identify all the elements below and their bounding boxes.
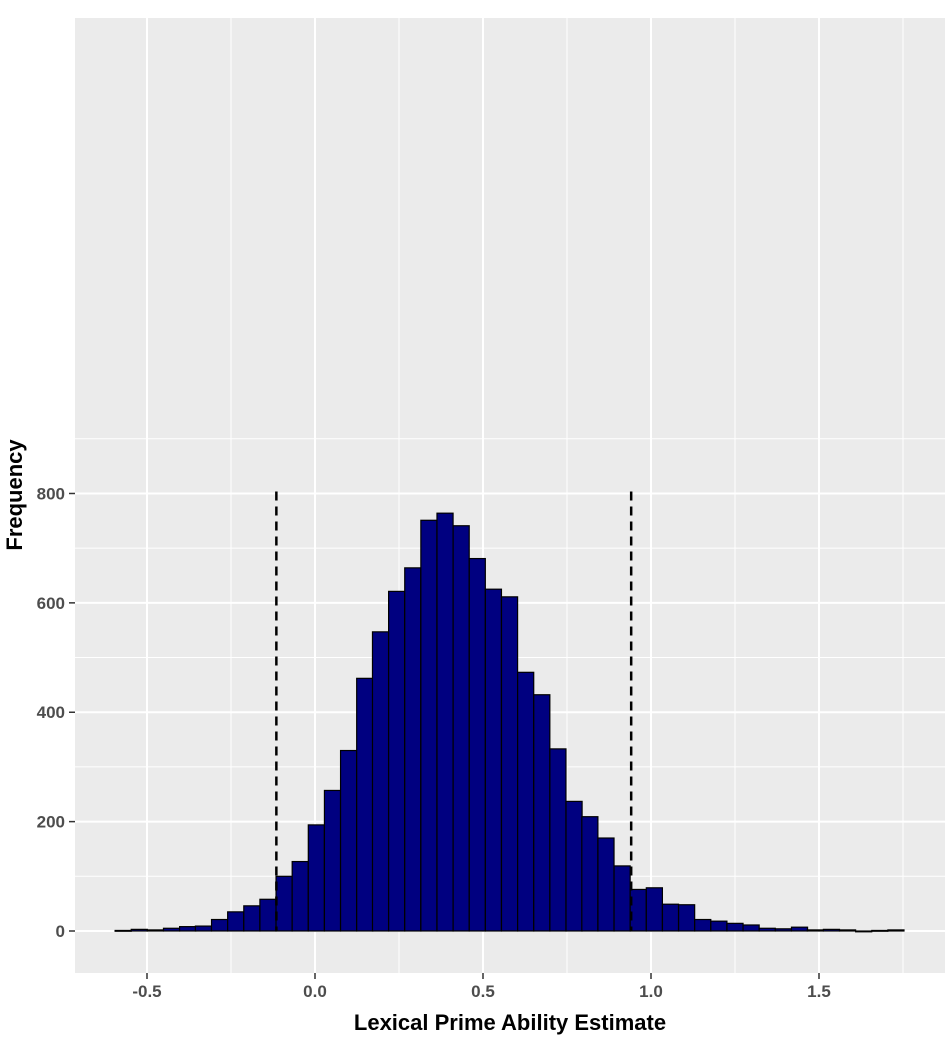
- histogram-bar: [742, 924, 760, 932]
- histogram-bar: [517, 671, 535, 932]
- histogram-bar: [726, 922, 744, 932]
- histogram-bar: [790, 926, 809, 932]
- histogram-bar: [146, 929, 165, 932]
- y-tick-label: 600: [37, 594, 65, 613]
- histogram-bar: [533, 694, 551, 932]
- histogram-bar: [774, 928, 793, 932]
- y-tick-label: 400: [37, 703, 65, 722]
- histogram-bar: [227, 911, 245, 932]
- histogram-bar: [114, 929, 132, 932]
- x-axis-ticks: -0.5 0.0 0.5 1.0 1.5: [132, 973, 831, 1001]
- histogram-bar: [871, 929, 889, 932]
- histogram-bar: [404, 567, 422, 932]
- histogram-bar: [371, 631, 390, 932]
- histogram-bar: [565, 800, 583, 932]
- y-tick-label: 200: [37, 813, 65, 832]
- histogram-bar: [838, 929, 857, 932]
- histogram-bar: [597, 837, 615, 932]
- histogram-bars: [114, 512, 905, 933]
- y-tick-label: 800: [37, 484, 65, 503]
- histogram-bar: [581, 816, 599, 932]
- histogram-bar: [339, 749, 358, 932]
- histogram-bar: [259, 898, 277, 932]
- histogram-bar: [549, 748, 567, 932]
- histogram-bar: [291, 860, 309, 932]
- histogram-bar: [275, 875, 293, 932]
- histogram-bar: [210, 918, 229, 932]
- histogram-bar: [629, 888, 647, 932]
- x-tick-label: 1.0: [639, 982, 663, 1001]
- histogram-bar: [307, 824, 325, 932]
- histogram-bar: [356, 677, 374, 932]
- x-tick-label: 1.5: [807, 982, 831, 1001]
- y-axis-title: Frequency: [2, 439, 27, 551]
- histogram-bar: [613, 865, 631, 932]
- histogram-bar: [806, 929, 824, 932]
- y-axis-ticks: 0 200 400 600 800: [37, 484, 75, 941]
- histogram-bar: [452, 525, 470, 932]
- histogram-bar: [855, 930, 873, 933]
- dashed-reference-lines: [275, 491, 633, 931]
- histogram-bar: [661, 903, 680, 932]
- histogram-bar: [388, 590, 406, 932]
- histogram-bar: [179, 926, 197, 932]
- histogram-bar: [436, 512, 454, 932]
- histogram-bar: [323, 789, 342, 932]
- histogram-bar: [822, 928, 841, 932]
- histogram-bar: [484, 588, 503, 932]
- histogram-bar: [758, 927, 776, 932]
- histogram-bar: [500, 596, 519, 932]
- histogram-bar: [194, 925, 213, 932]
- x-axis-title: Lexical Prime Ability Estimate: [354, 1010, 666, 1035]
- histogram-bar: [162, 927, 181, 932]
- histogram-bar: [243, 905, 261, 932]
- histogram-bar: [694, 918, 712, 932]
- x-tick-label: 0.5: [471, 982, 495, 1001]
- histogram-bar: [420, 519, 438, 932]
- histogram-bar: [468, 557, 486, 932]
- histogram-bar: [710, 920, 728, 932]
- histogram-bar: [130, 928, 148, 932]
- histogram-bar: [645, 887, 664, 932]
- y-tick-label: 0: [56, 922, 65, 941]
- x-tick-label: 0.0: [303, 982, 327, 1001]
- x-tick-label: -0.5: [132, 982, 161, 1001]
- histogram-bar: [677, 904, 696, 932]
- histogram-bar: [887, 929, 905, 932]
